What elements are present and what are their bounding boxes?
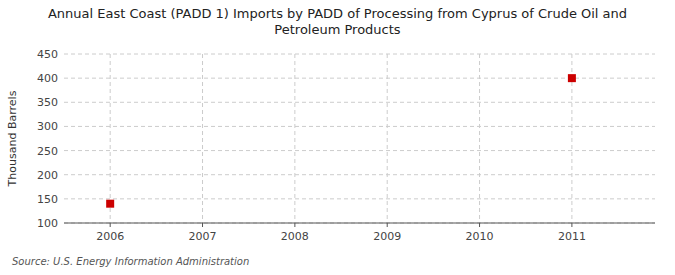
- grid-line-y: [64, 198, 655, 199]
- grid: [64, 54, 655, 223]
- grid-line-y: [64, 102, 655, 103]
- grid-line-y: [64, 174, 655, 175]
- y-tick-label: 400: [37, 72, 58, 85]
- grid-line-x: [202, 54, 203, 223]
- x-tick-mark: [110, 223, 111, 227]
- grid-line-y: [64, 54, 655, 55]
- x-tick-mark: [479, 223, 480, 227]
- x-tick-label: 2007: [189, 230, 217, 243]
- x-tick-mark: [387, 223, 388, 227]
- chart-container: Annual East Coast (PADD 1) Imports by PA…: [0, 0, 675, 275]
- x-tick-label: 2010: [466, 230, 494, 243]
- source: Source: U.S. Energy Information Administ…: [12, 256, 249, 267]
- x-tick-label: 2006: [96, 230, 124, 243]
- chart: Annual East Coast (PADD 1) Imports by PA…: [0, 0, 675, 275]
- title: Annual East Coast (PADD 1) Imports by PA…: [48, 6, 627, 37]
- y-axis-label: Thousand Barrels: [6, 90, 19, 187]
- y-tick-label: 200: [37, 169, 58, 182]
- grid-line-x: [110, 54, 111, 223]
- y-tick-label: 100: [37, 217, 58, 230]
- point: [106, 200, 114, 208]
- y-tick-label: 450: [37, 48, 58, 61]
- x-tick-mark: [294, 223, 295, 227]
- y-tick-label: 250: [37, 145, 58, 158]
- x-tick-mark: [571, 223, 572, 227]
- x-tick-mark: [202, 223, 203, 227]
- grid-line-y: [64, 150, 655, 151]
- grid-line-x: [294, 54, 295, 223]
- grid-line-x: [387, 54, 388, 223]
- point: [568, 74, 576, 82]
- x-tick-label: 2009: [373, 230, 401, 243]
- y-tick-label: 150: [37, 193, 58, 206]
- grid-line-y: [64, 223, 655, 224]
- x-tick-label: 2008: [281, 230, 309, 243]
- grid-line-y: [64, 78, 655, 79]
- x-tick-label: 2011: [558, 230, 586, 243]
- y-tick-label: 300: [37, 120, 58, 133]
- x-axis-line: [64, 223, 655, 224]
- grid-line-y: [64, 126, 655, 127]
- y-tick-label: 350: [37, 96, 58, 109]
- grid-line-x: [479, 54, 480, 223]
- points: [106, 74, 576, 208]
